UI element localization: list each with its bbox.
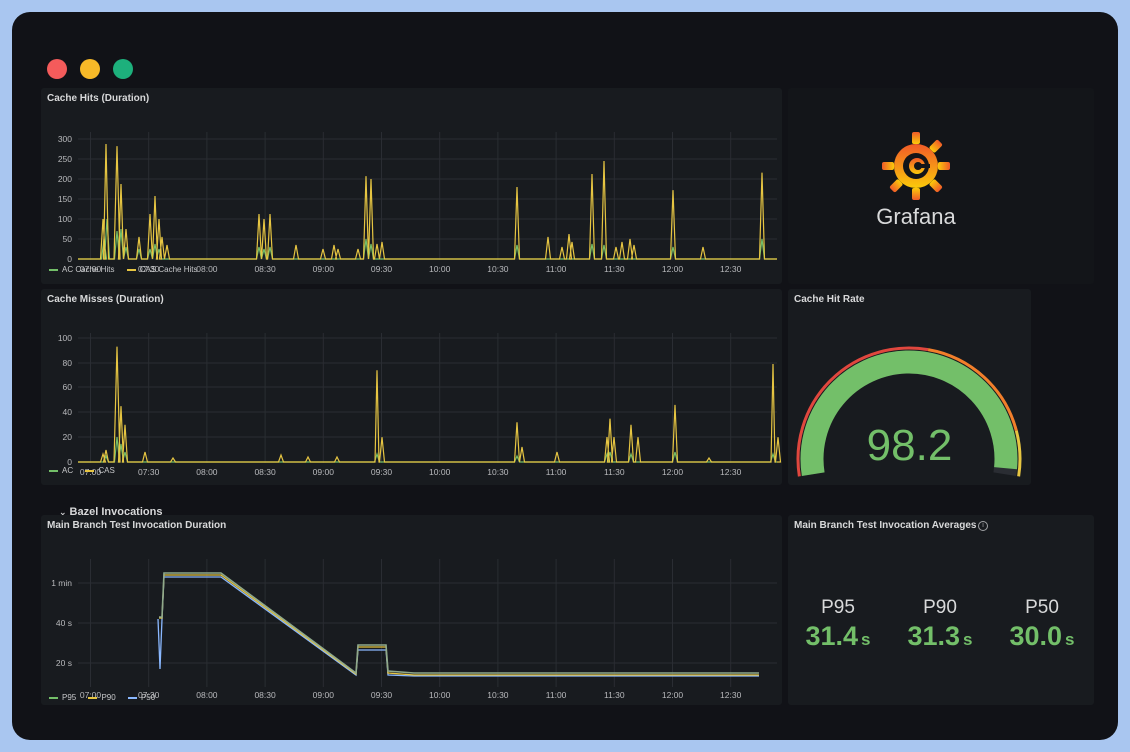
stat-p90: P90 31.3 s xyxy=(907,597,973,651)
x-tick-label: 09:00 xyxy=(313,264,335,274)
cache-hits-chart[interactable]: 300 250 200 150 100 50 0 07:00 07:30 08:00 08:30 09… xyxy=(41,108,782,283)
panel-title: Main Branch Test Invocation Averages xyxy=(794,520,977,531)
x-tick-label: 08:30 xyxy=(254,690,276,700)
panel-title: Cache Misses (Duration) xyxy=(47,294,164,305)
x-tick-label: 12:30 xyxy=(720,690,742,700)
chevron-down-icon: ⌄ xyxy=(59,507,67,517)
x-tick-label: 11:30 xyxy=(604,690,625,700)
x-tick-label: 11:30 xyxy=(604,264,625,274)
chart-legend: P95 P90 P50 xyxy=(49,693,165,702)
x-tick-label: 12:00 xyxy=(662,264,684,274)
gauge-threshold-arc xyxy=(1014,430,1022,477)
series-cas xyxy=(78,346,782,463)
series-cas-cache-hits xyxy=(78,143,777,260)
info-icon[interactable]: i xyxy=(978,521,988,531)
invocation-duration-chart[interactable]: 1 min 40 s 20 s 07:00 07:30 08:00 08:30 09:00 09… xyxy=(41,535,782,705)
chart-legend: AC Cache Hits CAS Cache Hits xyxy=(49,265,208,274)
invocation-averages-panel[interactable]: Main Branch Test Invocation Averages i P… xyxy=(788,515,1094,705)
y-tick-label: 40 xyxy=(63,407,73,417)
y-tick-label: 200 xyxy=(58,174,72,184)
x-tick-label: 11:30 xyxy=(604,467,625,477)
x-tick-label: 09:30 xyxy=(371,467,393,477)
legend-item-cas-cache-hits[interactable]: CAS Cache Hits xyxy=(126,265,198,274)
y-tick-label: 250 xyxy=(58,154,72,164)
cache-misses-chart[interactable]: 100 80 60 40 20 0 07:00 07:30 08:00 08:30 09:00 09:… xyxy=(41,309,782,484)
legend-item-cas[interactable]: CAS xyxy=(85,466,115,475)
hit-rate-value: 98.2 xyxy=(866,421,953,470)
x-tick-label: 09:30 xyxy=(371,264,393,274)
x-tick-label: 12:30 xyxy=(720,264,742,274)
x-tick-label: 07:00 xyxy=(80,690,102,700)
x-tick-label: 07:00 xyxy=(80,467,102,477)
legend-item-ac[interactable]: AC xyxy=(49,466,73,475)
legend-item-p50[interactable]: P50 xyxy=(127,693,155,702)
x-tick-label: 09:30 xyxy=(371,690,393,700)
hit-rate-gauge xyxy=(796,346,1022,477)
y-tick-label: 1 min xyxy=(51,578,72,588)
x-tick-label: 09:00 xyxy=(313,690,335,700)
cache-hit-rate-panel[interactable]: Cache Hit Rate 98.2 xyxy=(788,289,1031,485)
invocation-duration-panel[interactable]: Main Branch Test Invocation Duration 1 m… xyxy=(41,515,782,705)
y-tick-label: 60 xyxy=(63,382,73,392)
legend-item-p95[interactable]: P95 xyxy=(49,693,76,702)
x-tick-label: 12:30 xyxy=(720,467,742,477)
y-tick-label: 40 s xyxy=(56,618,72,628)
y-tick-label: 50 xyxy=(63,234,73,244)
series-p50 xyxy=(157,576,759,677)
x-tick-label: 07:00 xyxy=(80,264,102,274)
y-tick-label: 20 xyxy=(63,432,73,442)
minimize-button[interactable] xyxy=(80,59,100,79)
x-tick-label: 08:30 xyxy=(254,264,276,274)
series-p95 xyxy=(159,572,759,675)
x-tick-label: 08:00 xyxy=(196,690,218,700)
dashboard-window: Cache Hits (Duration) 300 250 200 150 100 50 0… xyxy=(12,12,1118,740)
close-button[interactable] xyxy=(47,59,67,79)
y-tick-label: 100 xyxy=(58,333,72,343)
panel-title: Cache Hit Rate xyxy=(794,294,865,305)
zoom-button[interactable] xyxy=(113,59,133,79)
x-tick-label: 11:00 xyxy=(546,264,567,274)
x-tick-label: 09:00 xyxy=(313,467,335,477)
y-tick-label: 300 xyxy=(58,134,72,144)
x-tick-label: 07:30 xyxy=(138,690,160,700)
x-tick-label: 10:30 xyxy=(487,264,509,274)
stat-p50: P50 30.0 s xyxy=(1009,597,1075,651)
x-tick-label: 12:00 xyxy=(662,467,684,477)
x-tick-label: 07:30 xyxy=(138,467,160,477)
grafana-brand-text: Grafana xyxy=(876,204,956,229)
x-tick-label: 10:00 xyxy=(429,690,451,700)
stat-p95: P95 31.4 s xyxy=(805,597,871,651)
x-tick-label: 12:00 xyxy=(662,690,684,700)
y-tick-label: 150 xyxy=(58,194,72,204)
x-tick-label: 10:30 xyxy=(487,467,509,477)
x-tick-label: 08:00 xyxy=(196,467,218,477)
gauge-threshold-arc xyxy=(796,346,929,477)
panel-title: Cache Hits (Duration) xyxy=(47,93,150,104)
legend-item-ac-cache-hits[interactable]: AC Cache Hits xyxy=(49,265,114,274)
panel-title: Main Branch Test Invocation Duration xyxy=(47,520,227,531)
x-tick-label: 10:30 xyxy=(487,690,509,700)
y-tick-label: 0 xyxy=(67,254,72,264)
x-tick-label: 10:00 xyxy=(429,264,451,274)
gauge-threshold-arc xyxy=(927,348,1018,432)
y-tick-label: 20 s xyxy=(56,658,72,668)
y-tick-label: 100 xyxy=(58,214,72,224)
x-tick-label: 07:30 xyxy=(138,264,160,274)
y-tick-label: 80 xyxy=(63,358,73,368)
series-p90 xyxy=(159,574,759,676)
x-tick-label: 08:30 xyxy=(254,467,276,477)
legend-item-p90[interactable]: P90 xyxy=(88,693,116,702)
x-tick-label: 11:00 xyxy=(546,690,567,700)
x-tick-label: 08:00 xyxy=(196,264,218,274)
grafana-logo-icon xyxy=(882,132,950,200)
x-tick-label: 11:00 xyxy=(546,467,567,477)
gauge-value-arc xyxy=(800,350,1018,476)
y-tick-label: 0 xyxy=(67,457,72,467)
grafana-logo-panel: Grafana xyxy=(788,88,1094,284)
chart-legend: AC CAS xyxy=(49,466,125,475)
cache-misses-panel[interactable]: Cache Misses (Duration) 100 80 60 40 20 0 07:0… xyxy=(41,289,782,485)
cache-hits-panel[interactable]: Cache Hits (Duration) 300 250 200 150 100 50 0… xyxy=(41,88,782,284)
x-tick-label: 10:00 xyxy=(429,467,451,477)
